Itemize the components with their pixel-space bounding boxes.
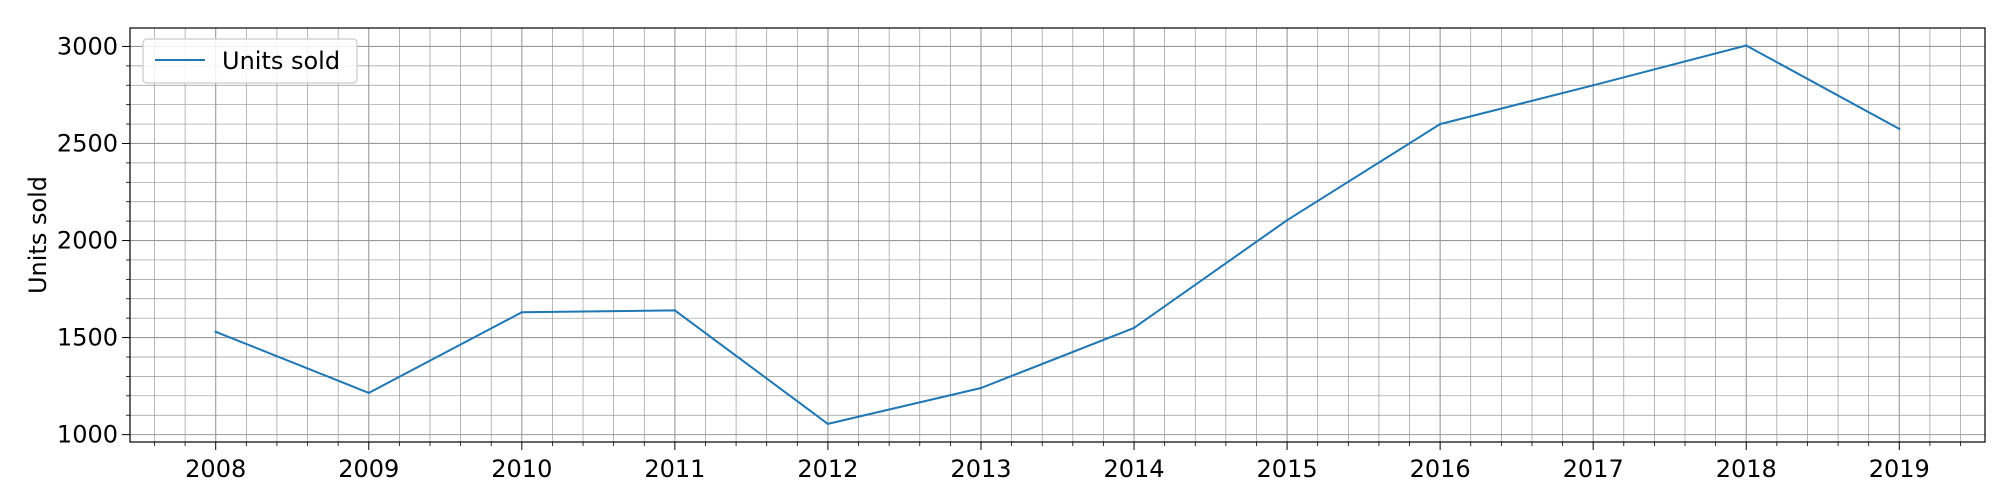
data-point [520, 311, 524, 314]
legend: Units sold [142, 38, 358, 84]
data-point [673, 309, 677, 312]
x-tick-label: 2019 [1869, 455, 1930, 483]
x-tick-label: 2009 [338, 455, 399, 483]
data-point [1745, 44, 1748, 47]
x-tick-label: 2010 [491, 455, 552, 483]
y-tick-labels: 1000 1500 2000 2500 3000 [57, 32, 118, 448]
x-tick-label: 2015 [1257, 455, 1318, 483]
data-point [1591, 84, 1595, 87]
data-point [979, 386, 983, 390]
y-tick-label: 1000 [57, 421, 118, 449]
y-tick-label: 2000 [57, 227, 118, 255]
plot-frame [129, 27, 1986, 443]
x-tick-label: 2012 [797, 455, 858, 483]
minor-gridlines [130, 28, 1985, 442]
data-point [1438, 122, 1442, 126]
x-tick-label: 2008 [185, 455, 246, 483]
series-layer [214, 44, 1901, 426]
major-gridlines [130, 28, 1985, 442]
x-tick-label: 2018 [1716, 455, 1777, 483]
x-tick-label: 2014 [1103, 455, 1164, 483]
y-tick-label: 1500 [57, 324, 118, 352]
series-line [215, 44, 1900, 425]
data-point [1898, 127, 1901, 131]
legend-label: Units sold [222, 47, 340, 75]
y-axis-title: Units sold [24, 176, 52, 294]
data-point [1285, 218, 1289, 222]
data-point [367, 391, 370, 395]
data-point [214, 330, 217, 333]
x-tick-label: 2011 [644, 455, 705, 483]
legend-box [142, 38, 358, 84]
x-tick-label: 2013 [950, 455, 1011, 483]
y-tick-label: 2500 [57, 129, 118, 157]
x-tick-labels: 2008 2009 2010 2011 2012 2013 2014 2015 2016 2017… [185, 455, 1930, 483]
data-point [826, 422, 830, 426]
axis-ticks [122, 45, 1961, 450]
x-tick-label: 2016 [1410, 455, 1471, 483]
y-tick-label: 3000 [57, 32, 118, 60]
data-point [1132, 326, 1136, 330]
x-tick-label: 2017 [1563, 455, 1624, 483]
